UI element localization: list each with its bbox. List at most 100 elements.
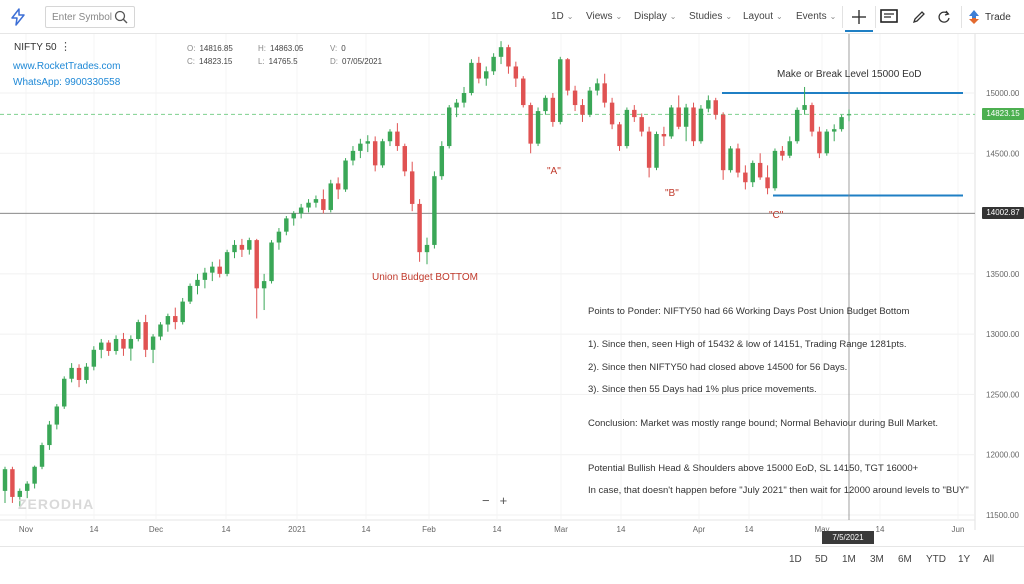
range-6m-button[interactable]: 6M — [898, 554, 912, 565]
events-menu[interactable]: Events ⌄ — [796, 11, 836, 22]
candle-body — [113, 338, 119, 352]
x-tick-label: Apr — [693, 525, 706, 534]
views-menu[interactable]: Views ⌄ — [586, 11, 622, 22]
last-price-tag: 14823.15 — [982, 108, 1024, 121]
trade-icon — [969, 10, 979, 24]
symbol-name: NIFTY 50 — [14, 42, 57, 53]
trade-button[interactable]: Trade — [968, 9, 1011, 25]
chat-icon — [880, 9, 898, 23]
candle-body — [187, 285, 193, 302]
candle-body — [150, 336, 156, 350]
candle-body — [802, 105, 807, 110]
interval-menu[interactable]: 1D ⌄ — [551, 11, 574, 22]
price-chart[interactable]: 11500.00 12000.00 12500.00 13000.00 13500.00… — [0, 34, 1024, 546]
candle-body — [269, 242, 274, 282]
note-fallback: In case, that doesn't happen before "Jul… — [588, 485, 969, 496]
layout-label: Layout — [743, 11, 774, 22]
x-tick-label: 14 — [617, 525, 626, 534]
logo-icon[interactable] — [10, 8, 26, 26]
candle-body — [624, 109, 630, 147]
candle-body — [639, 117, 644, 132]
make-or-break-annotation: Make or Break Level 15000 EoD — [777, 69, 922, 80]
chevron-down-icon: ⌄ — [669, 12, 677, 21]
toolbar-separator — [842, 6, 843, 28]
pencil-icon — [912, 11, 925, 24]
search-input[interactable] — [52, 10, 112, 25]
candle-body — [787, 141, 792, 156]
candle-body — [24, 483, 30, 491]
chevron-down-icon: ⌄ — [615, 12, 623, 21]
candle-body — [380, 141, 385, 166]
candle-body — [743, 172, 748, 183]
candle-body — [698, 108, 704, 142]
candle-body — [84, 366, 89, 380]
crosshair-icon — [852, 10, 866, 24]
candle-body — [765, 177, 770, 189]
x-tick-label: May — [814, 525, 829, 534]
candle-body — [358, 143, 363, 151]
candle-body — [654, 133, 659, 168]
candle-body — [121, 338, 126, 349]
chevron-down-icon: ⌄ — [776, 12, 783, 21]
candle-body — [432, 176, 437, 245]
range-1m-button[interactable]: 1M — [842, 554, 856, 565]
crosshair-button[interactable] — [849, 7, 869, 27]
candle-body — [39, 445, 45, 467]
range-1y-button[interactable]: 1Y — [958, 554, 971, 565]
note-point-3: 3). Since then 55 Days had 1% plus price… — [588, 384, 817, 395]
refresh-button[interactable] — [934, 7, 954, 27]
zoom-out-button[interactable]: − — [482, 493, 490, 508]
candle-body — [402, 146, 408, 172]
candle-body — [284, 218, 289, 232]
candle-body — [587, 90, 593, 115]
candle-body — [409, 171, 415, 204]
range-ytd-button[interactable]: YTD — [926, 554, 946, 565]
candle-body — [558, 59, 563, 122]
candle-body — [158, 324, 163, 337]
candle-body — [106, 342, 111, 352]
volume-value: 0 — [341, 44, 346, 53]
grid-layer — [0, 34, 976, 530]
candle-body — [247, 240, 252, 250]
range-5d-button[interactable]: 5D — [815, 554, 828, 565]
candle-body — [676, 107, 681, 127]
candle-body — [476, 62, 482, 79]
top-toolbar: 1D⌄ Views⌄ Display⌄ Studies⌄ Layout⌄ Eve… — [0, 0, 1024, 34]
ohlc-low: L: 14765.5 — [258, 57, 298, 66]
candle-body — [91, 349, 97, 367]
refresh-icon — [938, 10, 950, 23]
candle-body — [646, 131, 652, 168]
zoom-in-button[interactable]: + — [499, 493, 508, 508]
x-tick-label: Nov — [19, 525, 33, 534]
candle-body — [99, 342, 104, 350]
range-1d-button[interactable]: 1D — [789, 554, 802, 565]
candle-body — [809, 105, 815, 132]
candle-body — [669, 107, 674, 137]
y-tick-label: 15000.00 — [986, 89, 1020, 98]
search-icon[interactable] — [114, 10, 128, 24]
chevron-down-icon: ⌄ — [829, 12, 837, 21]
range-3m-button[interactable]: 3M — [870, 554, 884, 565]
candle-body — [565, 59, 570, 91]
display-menu[interactable]: Display ⌄ — [634, 11, 677, 22]
draw-button[interactable] — [909, 7, 929, 27]
symbol-search[interactable] — [45, 6, 135, 28]
chat-button[interactable] — [879, 7, 899, 27]
candle-body — [609, 102, 615, 125]
candle-body — [846, 114, 852, 116]
toolbar-separator — [961, 6, 962, 28]
candle-body — [794, 109, 800, 142]
layout-menu[interactable]: Layout ⌄ — [743, 11, 783, 22]
candle-body — [343, 160, 348, 190]
candle-body — [165, 316, 171, 325]
studies-menu[interactable]: Studies ⌄ — [689, 11, 732, 22]
candle-body — [439, 146, 445, 177]
y-tick-label: 12000.00 — [986, 451, 1020, 460]
candle-body — [210, 266, 215, 273]
candle-body — [543, 97, 548, 112]
candle-body — [735, 148, 741, 173]
legend-more-icon[interactable]: ⋮ — [60, 41, 71, 53]
candle-body — [69, 367, 74, 379]
range-all-button[interactable]: All — [983, 554, 995, 565]
candle-body — [683, 107, 689, 127]
